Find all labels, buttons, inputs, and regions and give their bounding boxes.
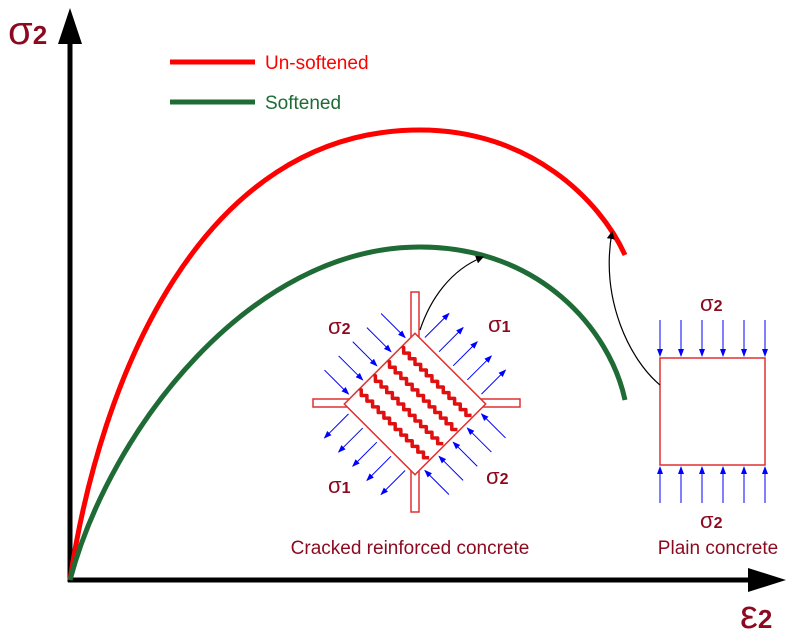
caption: Plain concrete [658,538,778,559]
caption: Cracked reinforced concrete [291,538,530,559]
stress-arrow [425,470,449,494]
stress-arrow [381,470,405,494]
stress-arrow [467,356,491,380]
stress-label: σ2 [328,314,351,339]
x-axis-label: ε2 [740,593,772,637]
stress-arrow [339,356,363,380]
stress-arrow [381,313,405,337]
stress-label: σ1 [328,473,351,498]
legend-label: Un-softened [265,53,369,74]
stress-arrow [353,442,377,466]
plain-square [660,358,765,465]
x-arrowhead [748,568,786,592]
stress-arrow [425,313,449,337]
stress-arrow [453,342,477,366]
stress-label: σ2 [700,291,723,316]
unsoftened-curve [70,130,625,580]
stress-arrow [481,414,505,438]
stress-arrow [367,328,391,352]
stress-arrow [324,414,348,438]
y-axis-label: σ2 [8,9,47,53]
stress-label: σ2 [700,508,723,533]
stress-arrow [439,456,463,480]
stress-arrow [453,442,477,466]
stress-arrow [353,342,377,366]
stress-arrow [367,456,391,480]
stress-arrow [481,370,505,394]
softened-curve [70,247,625,580]
diagram: σ2 ε2 Un-softened Softened σ2 σ1 σ1 σ2 C… [0,0,796,644]
stress-arrow [324,370,348,394]
y-arrowhead [58,8,82,44]
legend-label: Softened [265,93,341,114]
stress-label: σ1 [488,312,511,337]
stress-arrow [339,428,363,452]
pointer-arrow [609,232,660,385]
stress-arrow [439,328,463,352]
stress-arrow [467,428,491,452]
stress-label: σ2 [486,464,509,489]
page: {"axes": {"y_label": {"symbol": "σ", "su… [0,0,796,644]
pointer-arrow [420,257,483,330]
